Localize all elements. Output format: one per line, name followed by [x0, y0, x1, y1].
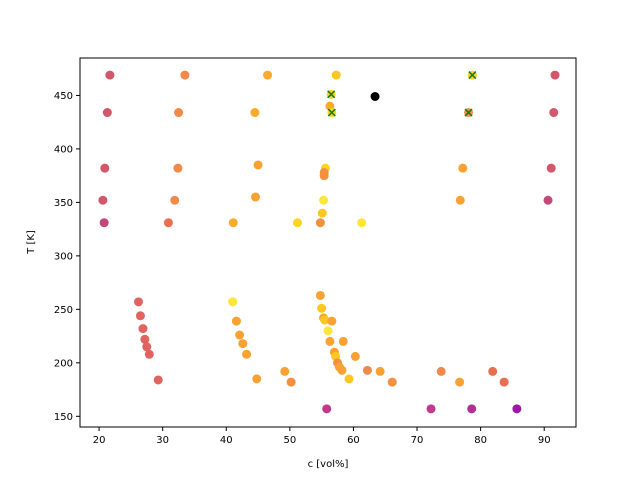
- y-axis: 150 200 250 300 350 400 450: [54, 91, 80, 423]
- data-point: [338, 336, 348, 346]
- data-point: [140, 334, 150, 344]
- data-point: [100, 163, 110, 173]
- y-tick-label: 150: [54, 412, 73, 423]
- data-point: [142, 342, 152, 352]
- data-point: [362, 365, 372, 375]
- data-point: [231, 316, 241, 326]
- y-axis-label: T [K]: [26, 230, 37, 255]
- data-point: [455, 377, 465, 387]
- data-point: [99, 218, 109, 228]
- scatter-points: [98, 70, 560, 414]
- data-point: [138, 324, 148, 334]
- data-point: [436, 366, 446, 376]
- data-point: [543, 195, 553, 205]
- data-point: [512, 404, 522, 414]
- x-marker: [327, 108, 336, 117]
- data-point: [357, 218, 367, 228]
- y-tick-label: 300: [54, 251, 73, 262]
- data-point: [134, 297, 144, 307]
- data-point: [292, 218, 302, 228]
- data-point: [327, 316, 337, 326]
- data-point: [252, 374, 262, 384]
- data-point: [319, 171, 329, 181]
- data-point: [238, 339, 248, 349]
- data-point: [280, 366, 290, 376]
- data-point: [263, 70, 273, 80]
- data-point: [426, 404, 436, 414]
- x-tick-label: 20: [93, 435, 106, 446]
- data-point: [458, 163, 468, 173]
- data-point: [251, 192, 261, 202]
- data-point: [455, 195, 465, 205]
- data-point: [467, 404, 477, 414]
- data-point: [228, 218, 238, 228]
- data-point: [102, 108, 112, 118]
- data-point: [170, 195, 180, 205]
- data-point: [370, 92, 380, 102]
- data-point: [323, 326, 333, 336]
- data-point: [135, 311, 145, 321]
- x-marker: [468, 71, 477, 80]
- data-point: [375, 366, 385, 376]
- x-tick-label: 60: [347, 435, 360, 446]
- data-point: [488, 366, 498, 376]
- data-point: [105, 70, 115, 80]
- x-tick-label: 30: [156, 435, 169, 446]
- x-marker: [327, 90, 336, 99]
- x-tick-label: 90: [538, 435, 551, 446]
- data-point: [550, 70, 560, 80]
- plot-area: [79, 57, 577, 428]
- data-point: [315, 290, 325, 300]
- data-point: [173, 163, 183, 173]
- data-point: [331, 70, 341, 80]
- x-tick-label: 80: [474, 435, 487, 446]
- data-point: [180, 70, 190, 80]
- y-tick-label: 350: [54, 198, 73, 209]
- data-point: [228, 297, 238, 307]
- x-axis: 20 30 40 50 60 70 80 90: [93, 427, 551, 446]
- plot-frame: [79, 57, 577, 428]
- data-point: [163, 218, 173, 228]
- data-point: [322, 404, 332, 414]
- x-markers: [327, 71, 477, 117]
- data-point: [242, 349, 252, 359]
- data-point: [317, 303, 327, 313]
- data-point: [387, 377, 397, 387]
- data-point: [350, 351, 360, 361]
- data-point: [325, 336, 335, 346]
- data-point: [344, 374, 354, 384]
- data-point: [253, 160, 263, 170]
- data-point: [98, 195, 108, 205]
- x-axis-label: c [vol%]: [308, 459, 349, 470]
- data-point: [315, 218, 325, 228]
- data-point: [320, 315, 330, 325]
- data-point: [546, 163, 556, 173]
- x-tick-label: 50: [283, 435, 296, 446]
- data-point: [337, 365, 347, 375]
- x-tick-label: 70: [411, 435, 424, 446]
- data-point: [235, 330, 245, 340]
- data-point: [549, 108, 559, 118]
- y-tick-label: 250: [54, 305, 73, 316]
- data-point: [499, 377, 509, 387]
- data-point: [153, 375, 163, 385]
- y-tick-label: 450: [54, 91, 73, 102]
- data-point: [286, 377, 296, 387]
- data-point: [174, 108, 184, 118]
- y-tick-label: 400: [54, 144, 73, 155]
- data-point: [317, 208, 327, 218]
- x-marker: [464, 108, 473, 117]
- data-point: [144, 349, 154, 359]
- data-point: [319, 195, 329, 205]
- x-tick-label: 40: [220, 435, 233, 446]
- y-tick-label: 200: [54, 358, 73, 369]
- data-point: [250, 108, 260, 118]
